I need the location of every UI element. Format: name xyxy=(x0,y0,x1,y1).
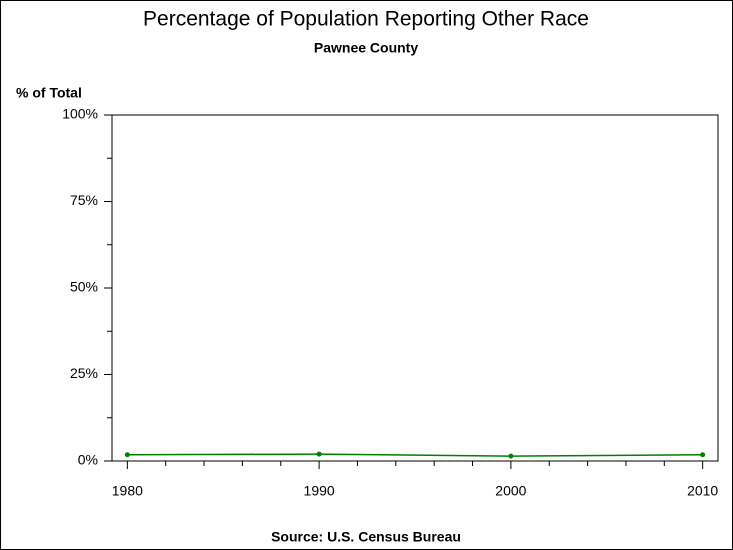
chart-title: Percentage of Population Reporting Other… xyxy=(143,8,589,31)
data-point xyxy=(508,453,514,459)
chart-subtitle: Pawnee County xyxy=(314,40,418,56)
y-tick-label: 50% xyxy=(70,279,98,295)
source-note: Source: U.S. Census Bureau xyxy=(271,529,461,545)
data-point xyxy=(124,452,130,458)
x-tick-label: 1990 xyxy=(304,483,335,499)
series-line xyxy=(127,453,703,457)
x-tick-label: 2010 xyxy=(687,483,718,499)
data-point xyxy=(316,451,322,457)
y-tick-label: 25% xyxy=(70,365,98,381)
x-tick-label: 2000 xyxy=(495,483,526,499)
x-tick-label: 1980 xyxy=(112,483,143,499)
y-tick-label: 75% xyxy=(70,192,98,208)
plot-frame xyxy=(111,114,719,462)
y-tick-label: 100% xyxy=(62,106,98,122)
data-point xyxy=(700,452,706,458)
y-axis-label: % of Total xyxy=(16,85,82,101)
y-tick-label: 0% xyxy=(78,452,98,468)
